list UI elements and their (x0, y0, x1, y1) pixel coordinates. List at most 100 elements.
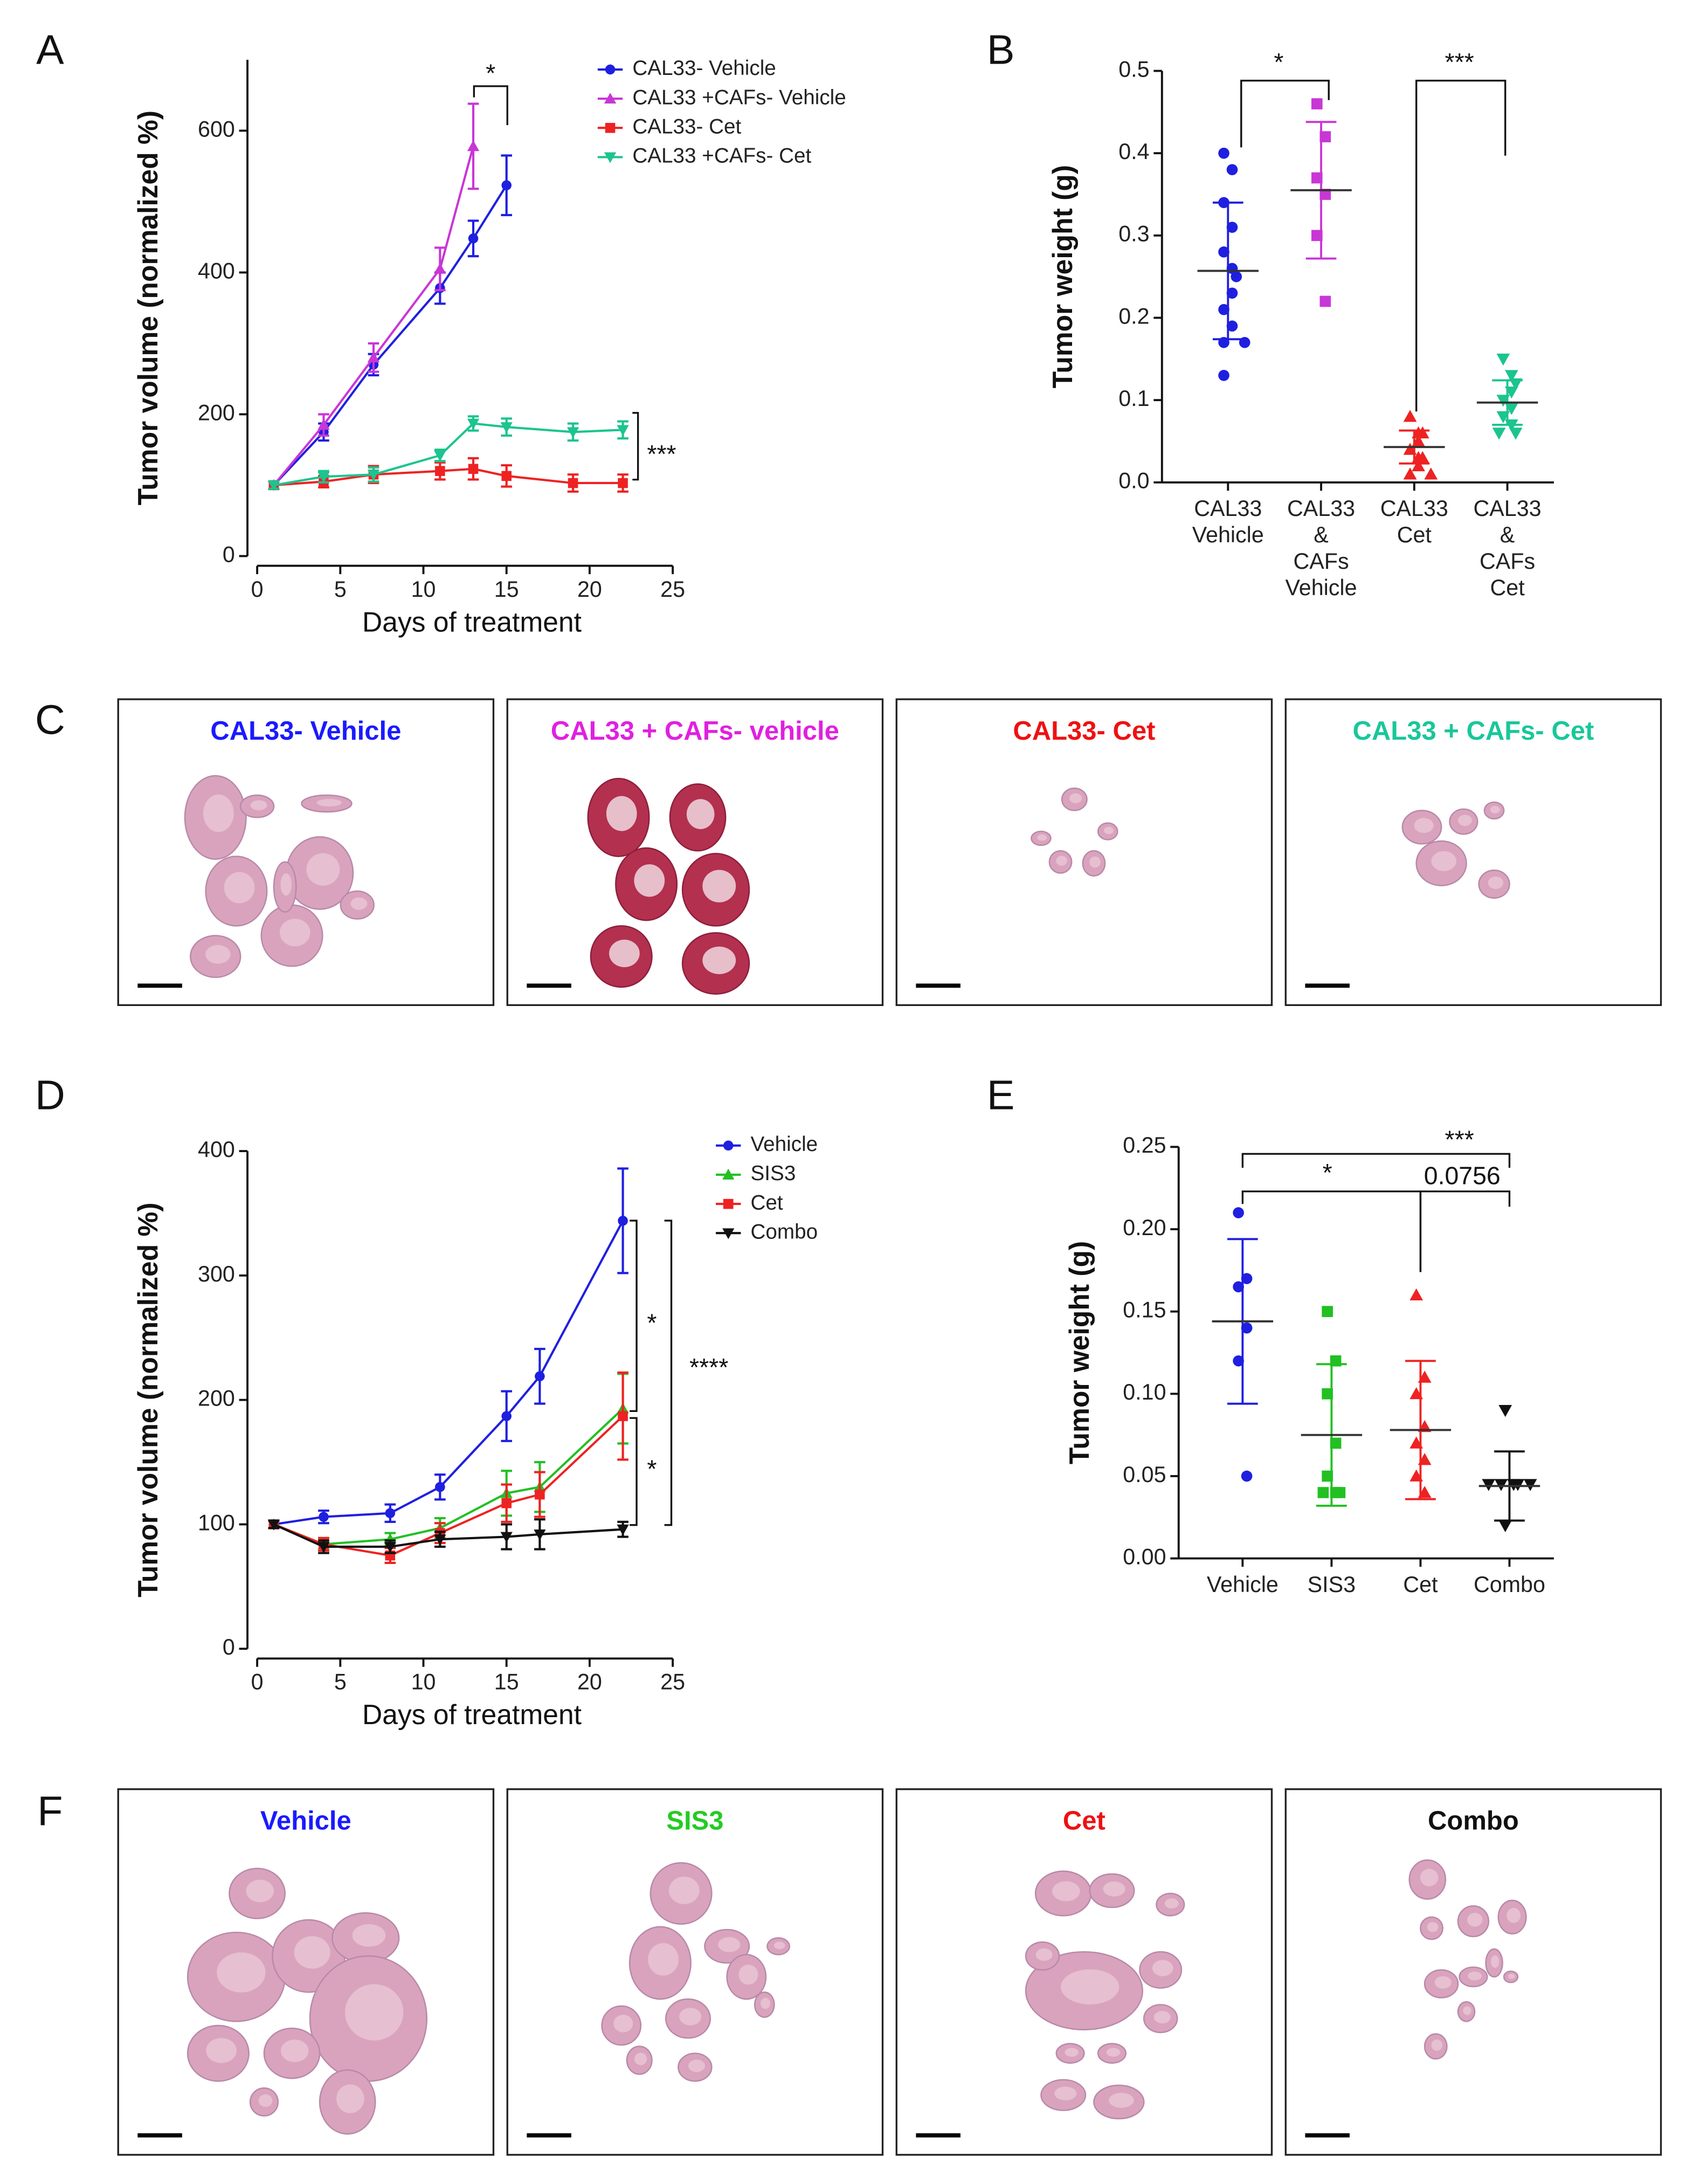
image-title: Combo (1428, 1806, 1519, 1835)
y-tick-label: 0.20 (1123, 1215, 1166, 1240)
x-tick-label: Vehicle (1192, 522, 1264, 547)
tissue-core (1414, 818, 1434, 833)
marker (535, 1489, 545, 1500)
marker (501, 180, 512, 190)
y-tick-label: 0.00 (1123, 1545, 1166, 1569)
tissue-core (1458, 815, 1472, 826)
significance-label: *** (647, 440, 676, 468)
tissue-core (1037, 834, 1047, 841)
marker (1504, 370, 1518, 382)
y-tick-label: 0.2 (1118, 304, 1149, 328)
x-tick-label: 15 (494, 1670, 519, 1694)
y-tick-label: 0.25 (1123, 1133, 1166, 1158)
marker (501, 1411, 512, 1421)
tissue-core (1052, 1881, 1080, 1901)
image-frame (895, 698, 1273, 1007)
tissue-core (1164, 1898, 1179, 1909)
marker (1403, 467, 1417, 480)
tissue-core (336, 2084, 364, 2113)
marker (1415, 451, 1429, 463)
marker (435, 1482, 445, 1492)
marker (1492, 428, 1506, 440)
tissue-core (1054, 2086, 1077, 2100)
tissue-core (1065, 2048, 1079, 2057)
x-tick-label: Vehicle (1286, 575, 1357, 600)
marker (1311, 230, 1323, 242)
marker (1412, 459, 1425, 472)
marker (500, 422, 513, 433)
legend-marker (723, 1198, 734, 1209)
y-tick-label: 0 (223, 1635, 235, 1659)
tissue-core (250, 800, 267, 810)
marker (1218, 304, 1229, 315)
tissue-core (688, 2059, 705, 2072)
legend-label: CAL33 +CAFs- Vehicle (632, 86, 846, 109)
tissue-core (1507, 1907, 1521, 1923)
x-tick-label: 5 (334, 577, 347, 602)
significance-bracket (473, 85, 508, 126)
marker (618, 1411, 628, 1421)
tissue-core (613, 2015, 633, 2033)
marker (617, 425, 629, 436)
x-tick-label: 5 (334, 1670, 347, 1694)
marker (1322, 1306, 1333, 1317)
tissue-core (279, 919, 310, 947)
y-tick-label: 0.05 (1123, 1462, 1166, 1487)
significance-bracket (1241, 1153, 1511, 1168)
panel-label: F (37, 1788, 63, 1835)
tissue-core (224, 872, 255, 904)
tissue-core (1490, 1955, 1500, 1968)
legend-marker (722, 1168, 735, 1180)
x-tick-label: Cet (1490, 575, 1525, 600)
tissue-core (350, 897, 368, 910)
tissue-core (606, 796, 637, 831)
tissue-core (773, 1941, 785, 1949)
y-axis-title: Tumor volume (normalized %) (132, 1202, 163, 1597)
marker (467, 418, 480, 430)
significance-bracket (630, 1220, 638, 1412)
marker (1409, 1288, 1424, 1301)
y-tick-label: 0.3 (1118, 222, 1149, 246)
legend-marker (722, 1228, 735, 1239)
marker (1218, 147, 1229, 159)
tissue-core (668, 1876, 700, 1904)
x-tick-label: CAL33 (1287, 496, 1355, 521)
x-tick-label: 20 (577, 1670, 602, 1694)
x-axis-title: Days of treatment (362, 606, 582, 637)
marker (1319, 295, 1331, 307)
significance-bracket (632, 412, 639, 481)
tissue-core (1109, 2092, 1134, 2108)
tissue-core (634, 2052, 647, 2065)
tissue-core (203, 794, 234, 832)
legend-label: Combo (751, 1220, 818, 1243)
x-tick-label: & (1500, 522, 1515, 547)
x-tick-label: 10 (411, 1670, 436, 1694)
tissue-core (648, 1943, 679, 1976)
x-tick-label: CAFs (1293, 549, 1349, 574)
legend-label: CAL33- Vehicle (632, 57, 776, 80)
x-tick-label: 15 (494, 577, 519, 602)
tissue-core (1056, 856, 1067, 866)
y-tick-label: 100 (198, 1510, 235, 1535)
marker (1496, 353, 1510, 366)
tissue-core (217, 1952, 266, 1993)
legend-label: Cet (751, 1191, 783, 1214)
y-tick-label: 400 (198, 1137, 235, 1162)
panel-label: E (987, 1072, 1015, 1119)
marker (468, 464, 479, 474)
significance-bracket (1415, 79, 1507, 412)
marker (435, 466, 445, 476)
y-tick-label: 0.0 (1118, 469, 1149, 493)
y-tick-label: 0.5 (1118, 57, 1149, 81)
tissue-core (316, 798, 342, 807)
significance-label: * (647, 1309, 657, 1337)
tissue-core (679, 2008, 702, 2025)
marker (1311, 172, 1323, 184)
marker (1317, 1487, 1329, 1498)
x-axis-title: Days of treatment (362, 1699, 582, 1730)
tissue-core (702, 870, 736, 902)
tissue-core (306, 853, 340, 886)
panel-label: D (35, 1072, 65, 1119)
x-tick-label: Combo (1474, 1572, 1545, 1597)
